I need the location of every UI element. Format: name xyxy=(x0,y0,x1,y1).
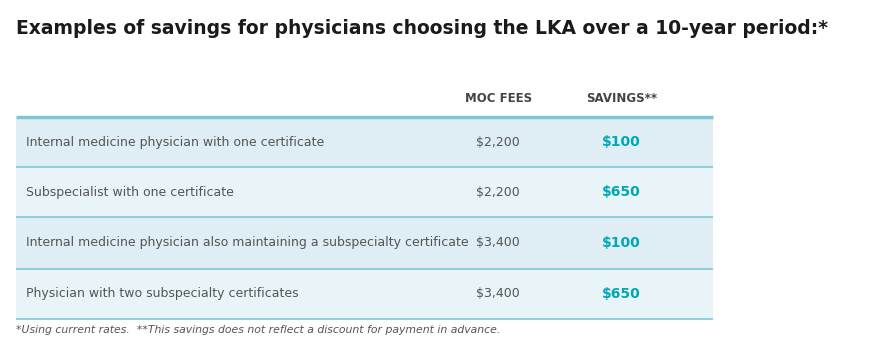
Text: SAVINGS**: SAVINGS** xyxy=(585,92,657,105)
Text: Internal medicine physician with one certificate: Internal medicine physician with one cer… xyxy=(26,136,324,149)
Text: MOC FEES: MOC FEES xyxy=(465,92,532,105)
Text: $100: $100 xyxy=(602,236,640,250)
Text: Examples of savings for physicians choosing the LKA over a 10-year period:*: Examples of savings for physicians choos… xyxy=(16,19,828,38)
Text: $650: $650 xyxy=(602,185,640,199)
Text: $2,200: $2,200 xyxy=(476,136,520,149)
FancyBboxPatch shape xyxy=(16,217,713,269)
Text: Internal medicine physician also maintaining a subspecialty certificate: Internal medicine physician also maintai… xyxy=(26,236,468,249)
Text: Subspecialist with one certificate: Subspecialist with one certificate xyxy=(26,186,234,199)
Text: $100: $100 xyxy=(602,135,640,149)
Text: $650: $650 xyxy=(602,287,640,301)
Text: $3,400: $3,400 xyxy=(476,236,520,249)
FancyBboxPatch shape xyxy=(16,167,713,217)
FancyBboxPatch shape xyxy=(16,117,713,167)
Text: *Using current rates.  **This savings does not reflect a discount for payment in: *Using current rates. **This savings doe… xyxy=(16,325,500,335)
Text: $2,200: $2,200 xyxy=(476,186,520,199)
Text: Physician with two subspecialty certificates: Physician with two subspecialty certific… xyxy=(26,287,298,300)
Text: $3,400: $3,400 xyxy=(476,287,520,300)
FancyBboxPatch shape xyxy=(16,269,713,319)
